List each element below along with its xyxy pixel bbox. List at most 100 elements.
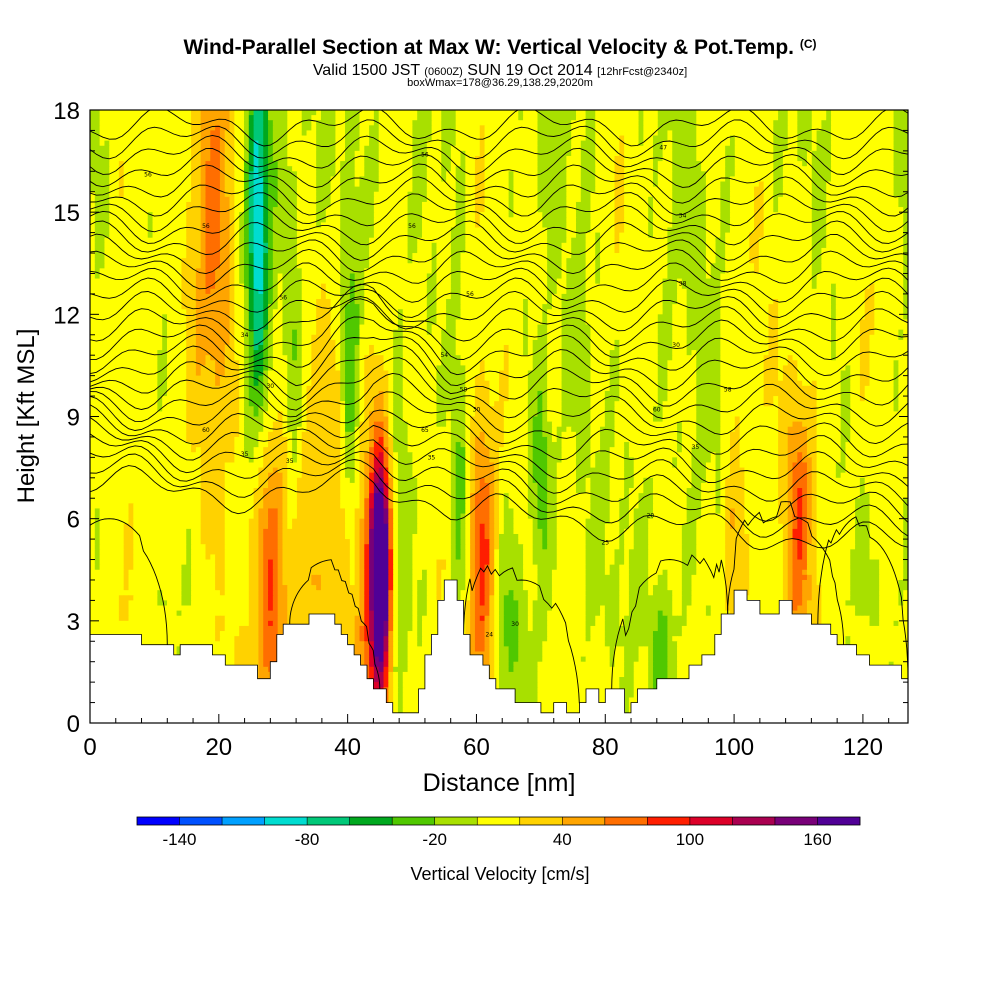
w-cell [248,217,255,223]
w-cell [479,135,486,142]
w-cell [272,115,279,121]
w-cell [657,130,664,137]
w-cell [859,130,866,137]
w-cell [320,150,327,157]
w-cell [879,196,885,203]
w-cell [383,253,389,259]
w-cell [450,227,457,234]
w-cell [527,150,534,157]
w-cell [272,150,279,157]
w-cell [667,135,673,142]
w-cell [758,150,765,157]
w-cell [869,196,875,203]
w-cell [802,232,808,239]
w-cell [729,150,736,157]
w-cell [869,125,875,132]
w-cell [186,125,192,132]
w-cell [330,145,336,152]
w-cell [450,247,457,254]
w-cell [499,110,505,116]
w-cell [292,186,298,193]
w-cell [638,227,644,234]
w-cell [604,191,611,198]
w-cell [450,145,457,152]
w-cell [855,217,861,223]
w-cell [306,145,312,152]
w-cell [484,166,490,172]
w-cell [734,242,741,249]
w-cell [296,247,303,254]
w-cell [720,181,726,188]
w-cell [499,207,505,213]
w-cell [648,135,654,142]
w-cell [845,227,851,234]
w-cell [248,201,255,208]
w-cell [320,135,327,142]
w-cell [325,191,332,198]
w-cell [287,217,293,223]
w-cell [205,171,211,178]
w-cell [123,222,130,229]
w-cell [441,115,447,121]
w-cell [513,207,519,213]
w-cell [768,135,774,142]
w-cell [749,120,755,126]
w-cell [301,222,308,229]
w-cell [287,242,293,249]
w-cell [845,145,851,152]
w-cell [864,191,871,198]
w-cell [330,171,336,178]
w-cell [725,115,731,121]
w-cell [311,166,317,172]
w-cell [503,110,510,116]
w-cell [335,120,341,126]
w-cell [431,120,438,126]
w-cell [600,212,606,218]
w-cell [330,227,336,234]
w-cell [787,207,794,213]
w-cell [595,171,601,178]
w-cell [638,232,644,239]
w-cell [652,247,659,254]
w-cell [243,150,250,157]
w-cell [166,161,173,167]
w-cell [118,161,125,167]
w-cell [224,150,231,157]
w-cell [219,222,226,229]
w-cell [446,242,452,249]
w-cell [523,227,529,234]
w-cell [104,222,110,229]
w-cell [109,166,115,172]
w-cell [489,166,495,172]
w-cell [604,110,611,116]
w-cell [489,253,495,259]
w-cell [195,207,202,213]
w-cell [802,207,808,213]
w-cell [195,130,202,137]
w-cell [373,253,380,259]
w-cell [508,196,515,203]
w-cell [239,201,245,208]
w-cell [171,125,178,132]
w-cell [268,191,274,198]
w-cell [484,171,490,178]
w-cell [696,120,702,126]
w-cell [845,247,851,254]
w-cell [417,207,423,213]
w-cell [311,115,317,121]
w-cell [402,115,409,121]
w-cell [325,130,332,137]
w-cell [171,135,178,142]
w-cell [802,222,808,229]
w-cell [369,207,375,213]
w-cell [763,212,770,218]
w-cell [296,232,303,239]
w-cell [874,217,880,223]
w-cell [147,135,154,142]
w-cell [513,120,519,126]
w-cell [349,212,356,218]
w-cell [393,166,399,172]
w-cell [585,207,592,213]
w-cell [191,258,197,264]
w-cell [556,145,563,152]
